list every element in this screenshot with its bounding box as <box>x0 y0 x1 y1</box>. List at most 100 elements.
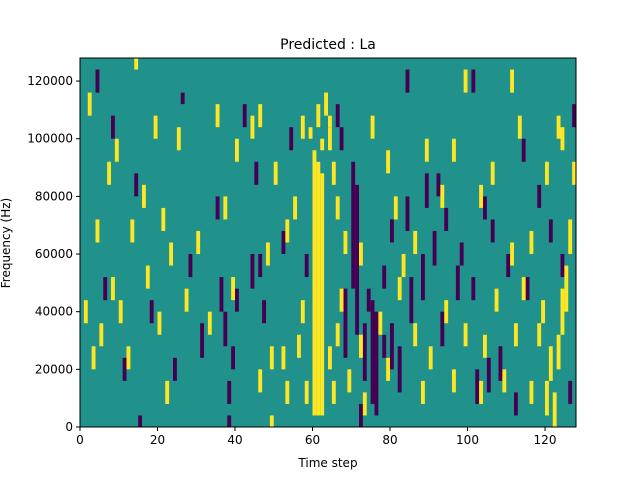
heatmap-cell <box>521 138 526 162</box>
chart-title: Predicted : La <box>280 37 376 53</box>
heatmap-cell <box>413 230 418 255</box>
heatmap-cell <box>568 380 573 404</box>
heatmap-cell <box>95 69 100 93</box>
heatmap-cell <box>328 346 332 370</box>
heatmap-cell <box>506 254 511 278</box>
heatmap-cell <box>111 115 115 139</box>
heatmap-cell <box>374 311 379 416</box>
heatmap-cell <box>359 334 363 358</box>
heatmap-cell <box>405 196 410 231</box>
heatmap-cell <box>397 346 402 393</box>
heatmap-cell <box>475 369 480 404</box>
heatmap-cell <box>359 403 363 427</box>
heatmap-cell <box>463 323 468 347</box>
heatmap-cell <box>320 138 325 151</box>
heatmap-cell <box>483 196 487 220</box>
heatmap-cell <box>91 346 96 370</box>
heatmap-cell <box>521 277 526 301</box>
heatmap-cell <box>215 196 220 220</box>
heatmap-cell <box>572 161 577 185</box>
y-tick-label: 80000 <box>35 189 73 203</box>
heatmap-cell <box>231 277 236 301</box>
y-tick-label: 0 <box>65 420 73 434</box>
heatmap-cell <box>339 288 344 312</box>
heatmap-cell <box>215 104 220 128</box>
heatmap-cells <box>83 58 577 427</box>
heatmap-cell <box>328 115 332 128</box>
heatmap-cell <box>517 115 522 139</box>
heatmap-cell <box>440 311 445 347</box>
x-tick-label: 60 <box>305 433 320 447</box>
heatmap-cell <box>386 357 391 381</box>
heatmap-cell <box>440 184 445 208</box>
heatmap-cell <box>335 196 340 220</box>
heatmap-cell <box>300 300 305 324</box>
heatmap-cell <box>494 288 499 312</box>
y-tick-label: 20000 <box>35 362 73 376</box>
heatmap-cell <box>235 288 239 312</box>
heatmap-cell <box>161 207 166 231</box>
heatmap-cell <box>304 254 309 278</box>
heatmap-cell <box>250 254 255 289</box>
heatmap-cell <box>99 323 104 347</box>
heatmap-cell <box>502 369 507 393</box>
heatmap-cell <box>537 184 542 208</box>
heatmap-cell <box>304 380 309 404</box>
plot-frame <box>79 57 577 428</box>
heatmap-cell <box>355 184 360 335</box>
heatmap-cell <box>153 115 158 139</box>
heatmap-cell <box>103 277 108 301</box>
heatmap-cell <box>138 415 143 427</box>
heatmap-cell <box>207 311 212 335</box>
heatmap-cell <box>134 173 139 197</box>
heatmap-cell <box>145 265 150 289</box>
heatmap-cell <box>548 346 553 381</box>
heatmap-cell <box>529 380 534 404</box>
heatmap-cell <box>514 392 518 416</box>
heatmap-cell <box>382 265 387 289</box>
heatmap-cell <box>556 334 561 370</box>
y-tick-label: 120000 <box>27 74 73 88</box>
heatmap-cell <box>479 380 484 404</box>
heatmap-cell <box>409 277 414 324</box>
heatmap-cell <box>347 369 352 393</box>
heatmap-cell <box>556 115 561 139</box>
heatmap-cell <box>114 138 119 162</box>
heatmap-cell <box>235 138 239 162</box>
y-tick-label: 100000 <box>27 132 73 146</box>
heatmap-cell <box>432 230 437 266</box>
heatmap-cell <box>568 219 573 255</box>
heatmap-cell <box>397 277 402 301</box>
heatmap-cell <box>95 219 100 243</box>
heatmap-cell <box>285 380 290 404</box>
heatmap-cell <box>83 300 88 324</box>
heatmap-cell <box>250 115 255 139</box>
heatmap-cell <box>227 380 232 404</box>
heatmap-cell <box>196 230 201 255</box>
heatmap-cell <box>455 265 460 301</box>
heatmap-cell <box>471 69 476 93</box>
heatmap-cell <box>393 196 398 220</box>
heatmap-cell <box>390 323 394 370</box>
heatmap-cell <box>401 254 406 278</box>
heatmap-cell <box>149 300 154 324</box>
heatmap-cell <box>421 254 425 301</box>
heatmap-cell <box>564 265 569 312</box>
heatmap-cell <box>541 300 546 324</box>
heatmap-cell <box>510 69 515 93</box>
heatmap-cell <box>173 357 177 381</box>
heatmap-cell <box>219 277 224 312</box>
heatmap-cell <box>281 346 286 370</box>
heatmap-cell <box>269 415 274 427</box>
heatmap-cell <box>130 219 135 243</box>
x-axis-ticks: 0 20 40 60 80 100 120 <box>76 427 556 447</box>
heatmap-cell <box>479 184 484 208</box>
heatmap-cell <box>308 127 313 139</box>
heatmap-cell <box>359 242 363 266</box>
heatmap-cell <box>510 242 515 266</box>
heatmap-cell <box>266 242 270 266</box>
heatmap-cell <box>366 288 371 312</box>
heatmap-cell <box>258 369 263 393</box>
y-tick-label: 40000 <box>35 305 73 319</box>
